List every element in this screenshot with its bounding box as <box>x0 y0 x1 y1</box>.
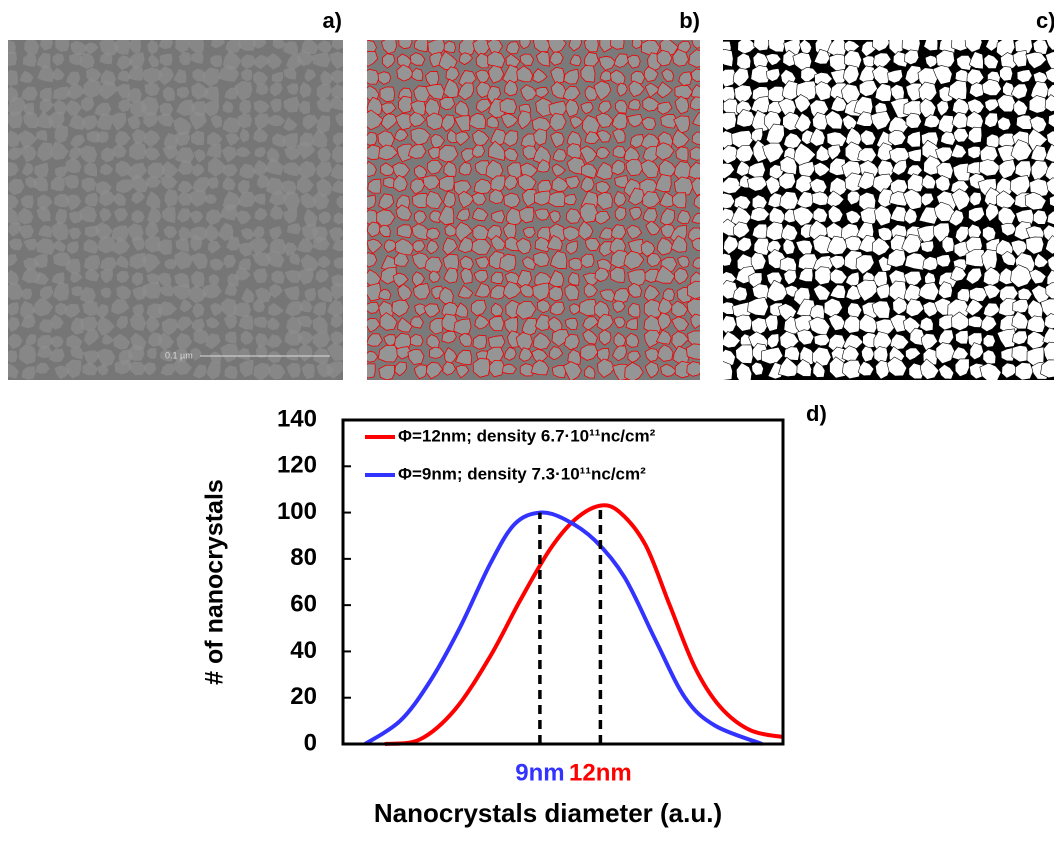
grain-outline <box>687 362 703 377</box>
grain-outline <box>500 98 517 113</box>
grain <box>234 302 251 317</box>
grain-white <box>754 34 770 50</box>
grain-white <box>719 253 732 266</box>
y-tick-label: 60 <box>290 590 317 617</box>
grain-white <box>769 36 786 52</box>
grain-outline <box>363 210 377 224</box>
grain-outline <box>686 344 702 360</box>
grain-white <box>1015 363 1033 381</box>
grain-white <box>983 335 995 348</box>
grain-white <box>920 241 934 252</box>
legend-label: Φ=9nm; density 7.3·10¹¹nc/cm² <box>398 464 646 483</box>
panel-label: c) <box>1036 8 1054 33</box>
scale-bar-label: 0.1 µm <box>165 350 193 360</box>
series-line <box>385 505 783 744</box>
x-axis-title: Nanocrystals diameter (a.u.) <box>374 798 722 828</box>
panel-label: d) <box>806 401 827 426</box>
grain-white <box>717 361 732 380</box>
micrograph-b <box>362 32 709 381</box>
grain-white <box>1013 299 1029 313</box>
peak-label: 12nm <box>569 759 632 786</box>
y-axis-title: # of nanocrystals <box>201 479 229 685</box>
grain-outline <box>567 144 582 159</box>
grain-outline <box>613 146 625 158</box>
y-tick-label: 0 <box>304 729 317 756</box>
grain-white <box>719 112 737 130</box>
y-tick-label: 40 <box>290 637 317 664</box>
grain-outline <box>379 365 395 380</box>
peak-label: 9nm <box>515 759 564 786</box>
panel-label: b) <box>679 8 700 33</box>
grain-white <box>937 255 951 267</box>
binary-image-c <box>716 31 1054 385</box>
grain-outline <box>363 69 379 84</box>
grain-white <box>968 146 981 159</box>
grain <box>3 52 17 67</box>
grain-outline <box>399 96 413 113</box>
grain <box>5 70 18 86</box>
grain-outline <box>439 177 454 192</box>
y-tick-label: 120 <box>277 452 317 479</box>
grain-outline <box>632 37 642 49</box>
y-tick-label: 100 <box>277 498 317 525</box>
micrograph-a <box>3 33 349 381</box>
grain-outline <box>549 286 563 301</box>
grain-outline <box>691 69 706 81</box>
grain <box>5 350 18 362</box>
grain-outline <box>504 193 520 207</box>
grain-outline <box>399 36 412 49</box>
grain-outline <box>611 35 625 49</box>
grain-white <box>719 49 733 67</box>
y-tick-label: 20 <box>290 683 317 710</box>
grain-outline <box>411 334 424 346</box>
legend-label: Φ=12nm; density 6.7·10¹¹nc/cm² <box>398 426 656 445</box>
series-line <box>365 512 762 744</box>
grain-white <box>902 35 920 51</box>
y-tick-label: 140 <box>277 405 317 432</box>
grain-outline <box>364 132 377 145</box>
grain-outline <box>397 225 412 238</box>
grain-outline <box>690 147 706 161</box>
grain-outline <box>363 364 375 378</box>
grain-outline <box>564 195 576 205</box>
panel-label: a) <box>322 8 342 33</box>
y-tick-label: 80 <box>290 544 317 571</box>
